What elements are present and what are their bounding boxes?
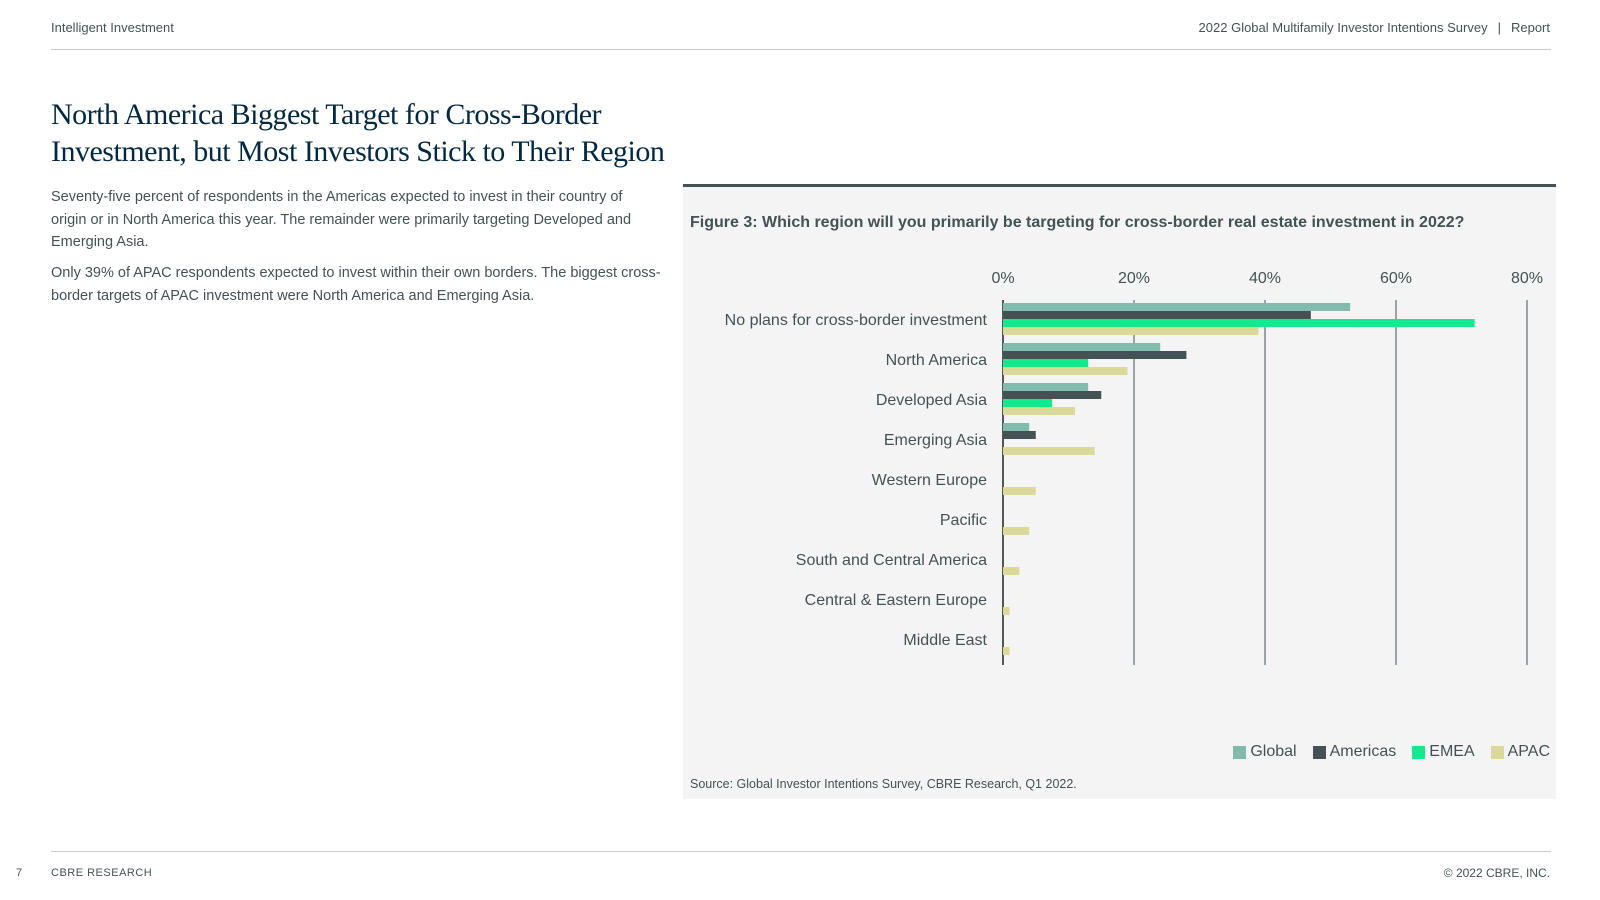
bar-americas <box>1003 311 1311 319</box>
bar-emea <box>1003 359 1089 367</box>
bar-global <box>1003 343 1161 351</box>
bar-apac <box>1003 647 1010 655</box>
bar-apac <box>1003 367 1128 375</box>
legend-label-apac: APAC <box>1507 743 1550 760</box>
footer-copyright: © 2022 CBRE, INC. <box>1443 866 1550 880</box>
legend-label-emea: EMEA <box>1429 743 1475 760</box>
legend-label-americas: Americas <box>1329 743 1397 760</box>
category-label: Middle East <box>903 632 987 649</box>
legend-swatch-apac <box>1490 745 1504 759</box>
bar-americas <box>1003 431 1036 439</box>
bar-americas <box>1003 351 1187 359</box>
legend-item-apac: APAC <box>1490 743 1550 761</box>
bar-apac <box>1003 607 1010 615</box>
legend-item-global: Global <box>1233 743 1297 761</box>
legend-swatch-emea <box>1412 745 1426 759</box>
figure-title: Figure 3: Which region will you primaril… <box>690 214 1465 231</box>
footer-brand: CBRE RESEARCH <box>51 867 153 879</box>
page-number: 7 <box>16 867 23 879</box>
bar-apac <box>1003 327 1259 335</box>
body-paragraph-2: Only 39% of APAC respondents expected to… <box>51 265 661 304</box>
header-report-info: 2022 Global Multifamily Investor Intenti… <box>1199 20 1550 35</box>
category-label: Western Europe <box>872 472 987 489</box>
bar-americas <box>1003 391 1102 399</box>
x-tick-label: 0% <box>991 270 1014 287</box>
header-divider <box>51 49 1551 50</box>
bar-global <box>1003 423 1030 431</box>
bar-global <box>1003 303 1351 311</box>
header-report-label: Report <box>1510 20 1550 35</box>
chart-legend: Global Americas EMEA APAC <box>1233 743 1550 761</box>
category-label: No plans for cross-border investment <box>725 312 988 329</box>
bar-global <box>1003 383 1089 391</box>
bar-chart: 0% 20% 40% 60% 80% No plans for cross-border … <box>725 270 1543 665</box>
x-tick-label: 60% <box>1380 270 1412 287</box>
footer-divider <box>51 851 1551 852</box>
x-tick-label: 40% <box>1249 270 1281 287</box>
bar-apac <box>1003 487 1036 495</box>
legend-item-americas: Americas <box>1312 743 1397 761</box>
legend-label-global: Global <box>1250 743 1297 760</box>
category-label: Pacific <box>940 512 987 529</box>
legend-item-emea: EMEA <box>1412 743 1475 761</box>
legend-swatch-global <box>1233 745 1247 759</box>
bar-apac <box>1003 447 1095 455</box>
legend-swatch-americas <box>1312 745 1326 759</box>
bar-emea <box>1003 399 1053 407</box>
page-title: North America Biggest Target for Cross-B… <box>51 98 665 168</box>
bar-apac <box>1003 567 1020 575</box>
category-label: Emerging Asia <box>884 432 987 449</box>
bar-emea <box>1003 319 1475 327</box>
x-tick-label: 80% <box>1511 270 1543 287</box>
bar-apac <box>1003 407 1076 415</box>
header-report-title: 2022 Global Multifamily Investor Intenti… <box>1198 20 1488 35</box>
header-section-label: Intelligent Investment <box>51 20 174 35</box>
bar-apac <box>1003 527 1030 535</box>
body-paragraph-1: Seventy-five percent of respondents in t… <box>51 189 632 250</box>
category-label: Central & Eastern Europe <box>805 592 987 609</box>
figure-panel <box>683 184 1556 799</box>
header-separator: | <box>1497 20 1501 35</box>
category-label: South and Central America <box>796 552 987 569</box>
category-label: Developed Asia <box>876 392 987 409</box>
x-tick-label: 20% <box>1118 270 1150 287</box>
category-label: North America <box>886 352 987 369</box>
figure-source: Source: Global Investor Intentions Surve… <box>690 777 1077 791</box>
